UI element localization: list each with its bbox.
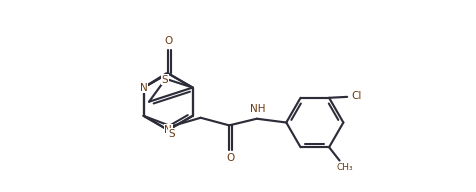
Text: S: S	[168, 129, 175, 139]
Text: Cl: Cl	[351, 91, 361, 101]
Text: NH: NH	[250, 104, 266, 114]
Text: O: O	[226, 153, 234, 163]
Text: O: O	[164, 36, 172, 46]
Text: N: N	[164, 125, 172, 135]
Text: CH₃: CH₃	[336, 163, 353, 172]
Text: S: S	[161, 75, 168, 85]
Text: N: N	[139, 83, 147, 93]
